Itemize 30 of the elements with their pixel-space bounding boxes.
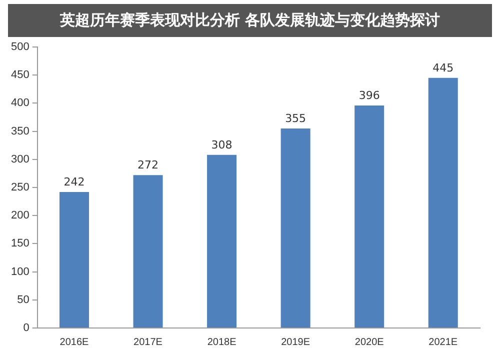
chart-title: 英超历年赛季表现对比分析 各队发展轨迹与变化趋势探讨 xyxy=(8,4,492,37)
y-tick-label: 250 xyxy=(10,182,30,194)
x-tick-label: 2017E xyxy=(134,336,163,348)
y-tick-label: 300 xyxy=(10,153,30,166)
x-tick-label: 2021E xyxy=(428,336,458,348)
x-tick-label: 2019E xyxy=(281,336,310,348)
bar xyxy=(133,175,163,328)
y-tick-label: 100 xyxy=(10,266,30,278)
bar xyxy=(59,192,89,328)
y-tick-label: 400 xyxy=(10,97,30,110)
x-tick-label: 2016E xyxy=(60,336,90,348)
y-tick-label: 500 xyxy=(10,41,30,54)
data-label: 355 xyxy=(285,112,306,125)
bar xyxy=(280,128,310,328)
y-tick-label: 0 xyxy=(23,322,30,334)
data-label: 272 xyxy=(138,158,159,172)
data-label: 396 xyxy=(358,88,380,102)
bar xyxy=(428,78,458,328)
y-tick-label: 50 xyxy=(17,294,30,306)
data-label: 242 xyxy=(64,175,85,188)
x-tick-label: 2020E xyxy=(354,336,384,348)
y-tick-label: 350 xyxy=(10,125,30,138)
y-tick-label: 150 xyxy=(10,238,30,250)
x-tick-label: 2018E xyxy=(207,336,237,348)
data-label: 308 xyxy=(211,138,232,152)
data-label: 445 xyxy=(432,61,454,74)
bar xyxy=(354,105,384,328)
y-tick-label: 200 xyxy=(10,210,30,222)
bar xyxy=(207,154,237,328)
y-tick-label: 450 xyxy=(10,69,30,82)
